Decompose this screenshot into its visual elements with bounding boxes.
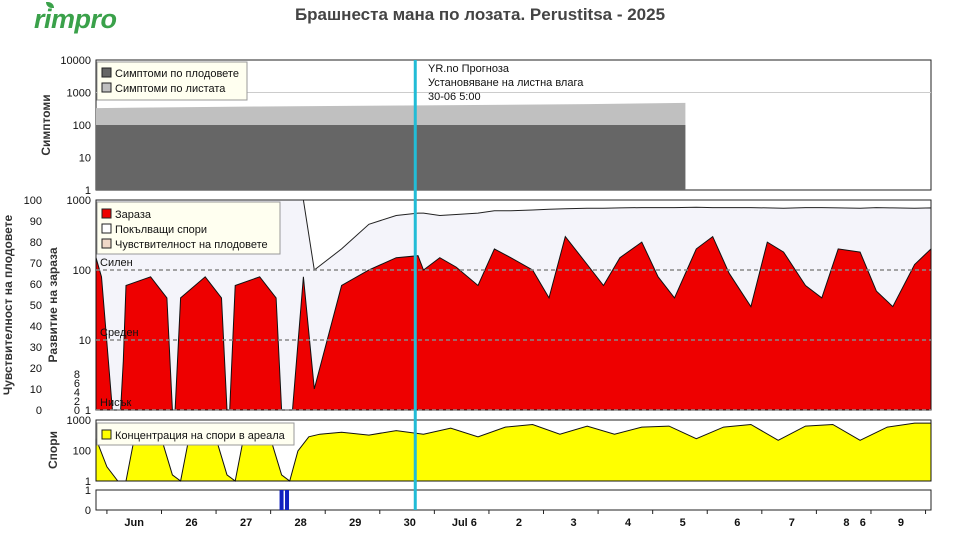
spores-ytick: 100 (73, 446, 91, 458)
susceptibility-ytick: 0 (36, 405, 42, 417)
spores-legend-swatch (101, 429, 112, 440)
events-ytick: 0 (85, 505, 91, 517)
threshold-label: Силен (100, 257, 133, 269)
x-axis-label: Jul 6 (452, 517, 477, 529)
sym-ytick: 100 (73, 120, 91, 132)
forecast-event-label: Установяване на листна влага (428, 77, 584, 89)
inf-ylabel: Развитие на зараза (46, 247, 60, 362)
inf-legend-label: Зараза (115, 209, 152, 221)
x-axis-label: 5 (680, 517, 686, 529)
x-axis-label: 29 (349, 517, 361, 529)
x-axis-label: 7 (789, 517, 795, 529)
susceptibility-ytick: 50 (30, 300, 42, 312)
sym-ytick: 10000 (60, 55, 91, 67)
sym-ytick: 10 (79, 153, 91, 165)
sym-legend-box (96, 61, 248, 101)
threshold-label: Среден (100, 327, 139, 339)
spores-ylabel: Спори (46, 431, 60, 469)
x-axis-label: 8 (843, 517, 849, 529)
spores-ytick: 1 (85, 476, 91, 488)
event-bar (285, 490, 290, 510)
inf-ytick: 10 (79, 335, 91, 347)
events-ytick: 1 (85, 485, 91, 497)
x-axis-label: 28 (295, 517, 307, 529)
sym-legend-swatch (101, 67, 112, 78)
susceptibility-ytick: 70 (30, 258, 42, 270)
x-axis-label: 3 (570, 517, 576, 529)
inf-ytick-minor: 2 (74, 396, 80, 408)
chart-title: Брашнеста мана по лозата. Perustitsa - 2… (294, 5, 666, 24)
spores-legend-box (96, 422, 295, 446)
inf-legend-label: Чувствителност на плодовете (115, 239, 268, 251)
spores-legend-label: Концентрация на спори в ареала (115, 430, 286, 442)
susceptibility-ytick: 80 (30, 237, 42, 249)
x-axis-label: 6 (734, 517, 740, 529)
logo-leaf-icon (46, 2, 54, 8)
susceptibility-ylabel: Чувствителност на плодовете (1, 215, 15, 396)
sym-legend-label: Симптоми по листата (115, 83, 226, 95)
inf-legend-label: Покълващи спори (115, 224, 207, 236)
inf-ytick-minor: 6 (74, 378, 80, 390)
inf-legend-box (96, 201, 281, 255)
inf-ytick: 1000 (67, 195, 91, 207)
forecast-source-label: YR.no Прогноза (428, 63, 510, 75)
event-bar (279, 490, 284, 510)
inf-legend-swatch (101, 208, 112, 219)
spores-ytick: 1000 (67, 415, 91, 427)
x-axis-label: 4 (625, 517, 632, 529)
sym-ytick: 1000 (67, 88, 91, 100)
x-axis-label: 2 (516, 517, 522, 529)
inf-ytick: 100 (73, 265, 91, 277)
x-axis-label: 27 (240, 517, 252, 529)
inf-legend-swatch (101, 223, 112, 234)
x-axis-label: 6 (860, 517, 866, 529)
inf-ytick-minor: 8 (74, 369, 80, 381)
susceptibility-ytick: 40 (30, 321, 42, 333)
sym-legend-label: Симптоми по плодовете (115, 68, 239, 80)
sym-ylabel: Симптоми (39, 94, 53, 155)
forecast-time-label: 30-06 5:00 (428, 91, 481, 103)
x-axis-label: Jun (124, 517, 144, 529)
inf-ytick-minor: 0 (74, 405, 80, 417)
sym-legend-swatch (101, 82, 112, 93)
susceptibility-ytick: 90 (30, 216, 42, 228)
x-axis-label: 30 (404, 517, 416, 529)
threshold-label: Нисък (100, 397, 131, 409)
susceptibility-ytick: 60 (30, 279, 42, 291)
susceptibility-ytick: 10 (30, 384, 42, 396)
inf-ytick-minor: 4 (74, 387, 80, 399)
rimpro-logo: rimpro (34, 4, 117, 34)
panel-frame-ev (95, 489, 932, 511)
susceptibility-ytick: 100 (24, 195, 42, 207)
inf-ytick: 1 (85, 405, 91, 417)
inf-legend-swatch (101, 238, 112, 249)
spore-concentration-area (95, 422, 932, 482)
sym-ytick: 1 (85, 185, 91, 197)
susceptibility-ytick: 20 (30, 363, 42, 375)
fruit-symptoms-area (96, 125, 686, 190)
susceptibility-ytick: 30 (30, 342, 42, 354)
x-axis-label: 9 (898, 517, 904, 529)
x-axis-label: 26 (185, 517, 197, 529)
